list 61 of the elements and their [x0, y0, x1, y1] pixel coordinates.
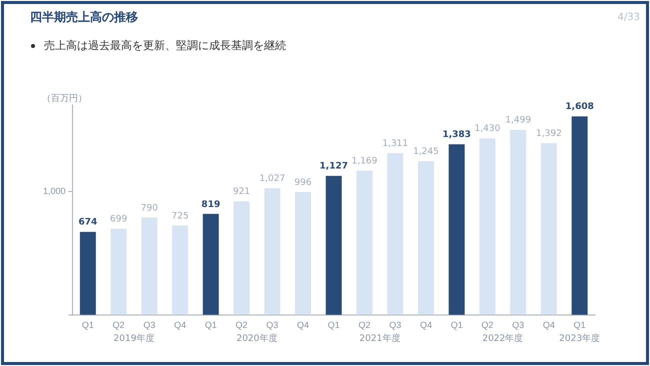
x-tick-label: Q3: [266, 320, 278, 330]
data-label: 1,499: [505, 116, 532, 126]
x-tick-label: Q3: [389, 320, 402, 330]
x-tick-label: Q4: [542, 320, 555, 330]
bar: [387, 153, 404, 315]
text: 2022年度: [482, 333, 524, 344]
x-tick-label: Q3: [512, 320, 524, 330]
x-tick-label: Q1: [204, 320, 217, 330]
data-label: 790: [140, 203, 158, 214]
data-label: 1,383: [442, 130, 471, 140]
x-tick-label: Q3: [143, 320, 156, 330]
text: 2023年度: [559, 333, 600, 344]
bar: [479, 138, 496, 315]
text: 2019年度: [114, 333, 154, 344]
text: 4/33: [618, 12, 640, 23]
x-tick-label: Q2: [481, 320, 494, 330]
x-tick-label: Q4: [297, 320, 310, 330]
data-label: 1,169: [352, 156, 378, 166]
text: 2020年度: [236, 333, 278, 344]
y-axis-title: （百万円）: [42, 94, 88, 104]
data-label: 725: [171, 211, 189, 222]
x-tick-label: Q2: [236, 320, 248, 330]
bar: [356, 170, 372, 315]
y-tick-label: 1,000: [42, 186, 66, 196]
x-tick-label: Q4: [420, 320, 432, 330]
x-tick-label: Q1: [82, 320, 94, 330]
data-label: 1,311: [382, 138, 408, 149]
text: 2021年度: [359, 333, 400, 344]
bar: [141, 218, 158, 315]
bar: [264, 188, 280, 315]
chart-title: 四半期売上高の推移: [30, 9, 138, 26]
bar: [295, 192, 312, 315]
data-label: 921: [232, 187, 250, 198]
bar: [448, 144, 465, 315]
data-label: 1,430: [474, 124, 501, 134]
bar: [540, 143, 557, 315]
chart-subtitle: 売上高は過去最高を更新、堅調に成長基調を継続: [44, 38, 286, 53]
x-tick-label: Q2: [358, 320, 371, 330]
data-label: 1,127: [320, 162, 348, 172]
x-tick-label: Q1: [574, 320, 586, 330]
bar: [510, 130, 526, 315]
bar: [418, 161, 434, 315]
x-tick-label: Q4: [174, 320, 186, 330]
data-label: 1,392: [536, 128, 562, 139]
data-label: 1,608: [565, 102, 594, 112]
data-label: 1,245: [413, 147, 439, 158]
data-label: 996: [294, 178, 312, 188]
x-tick-label: Q1: [328, 320, 340, 330]
bar: [234, 201, 250, 315]
bar: [80, 232, 96, 315]
bar: [110, 228, 127, 315]
x-tick-label: Q2: [112, 320, 125, 330]
bar: [572, 116, 588, 315]
data-label: 699: [110, 214, 128, 225]
x-tick-label: Q1: [450, 320, 463, 330]
data-label: 674: [78, 218, 98, 228]
data-label: 1,027: [259, 174, 286, 184]
bar: [326, 176, 342, 315]
bar: [172, 226, 188, 315]
bar: [202, 214, 219, 315]
data-label: 819: [201, 200, 220, 210]
